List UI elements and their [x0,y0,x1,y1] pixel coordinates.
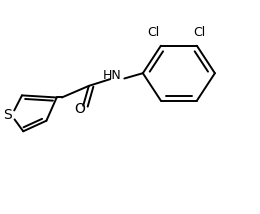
Text: Cl: Cl [193,25,206,39]
Text: HN: HN [103,69,121,82]
Text: O: O [74,102,85,116]
Text: Cl: Cl [147,25,159,39]
Text: S: S [3,108,11,122]
